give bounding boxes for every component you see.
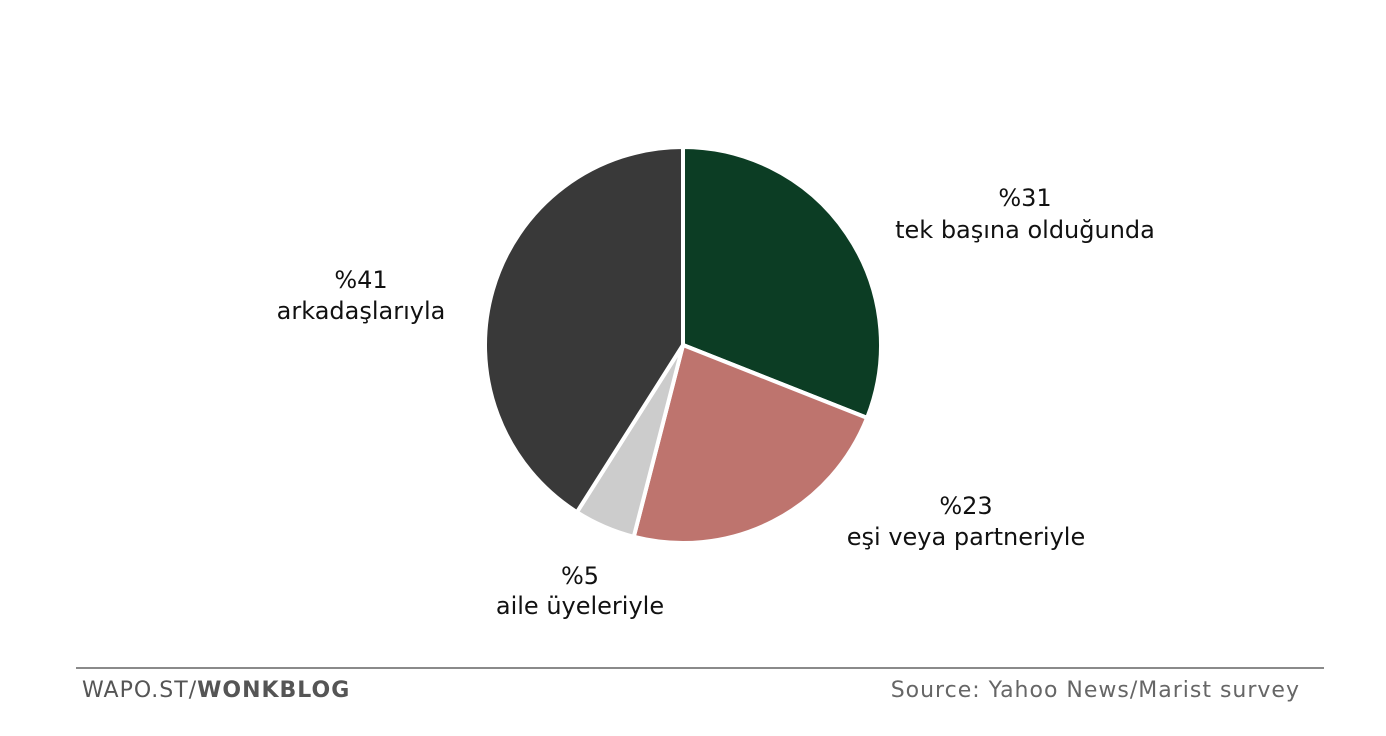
slice-label-alone: %31 tek başına olduğunda xyxy=(895,184,1155,244)
slice-name-family: aile üyeleriyle xyxy=(496,592,664,620)
slice-value-partner: %23 xyxy=(939,492,992,520)
pie-slice-friends xyxy=(483,145,685,515)
slice-label-family: %5 aile üyeleriyle xyxy=(496,562,664,620)
pie-slice-partner xyxy=(631,343,870,545)
slice-name-alone: tek başına olduğunda xyxy=(895,216,1155,244)
footer-divider xyxy=(76,667,1324,669)
slice-value-friends: %41 xyxy=(334,266,387,294)
pie-slices xyxy=(483,145,883,545)
slice-label-friends: %41 arkadaşlarıyla xyxy=(277,266,446,325)
footer-source: Source: Yahoo News/Marist survey xyxy=(890,678,1300,703)
slice-value-alone: %31 xyxy=(998,184,1051,212)
slice-name-partner: eşi veya partneriyle xyxy=(847,523,1085,551)
slice-label-partner: %23 eşi veya partneriyle xyxy=(847,492,1085,551)
footer-brand: WAPO.ST/WONKBLOG xyxy=(82,678,350,703)
slice-value-family: %5 xyxy=(561,562,599,590)
slice-name-friends: arkadaşlarıyla xyxy=(277,297,446,325)
footer-brand-bold: WONKBLOG xyxy=(197,678,351,703)
pie-slice-alone xyxy=(681,145,883,420)
footer-brand-prefix: WAPO.ST/ xyxy=(82,678,198,703)
